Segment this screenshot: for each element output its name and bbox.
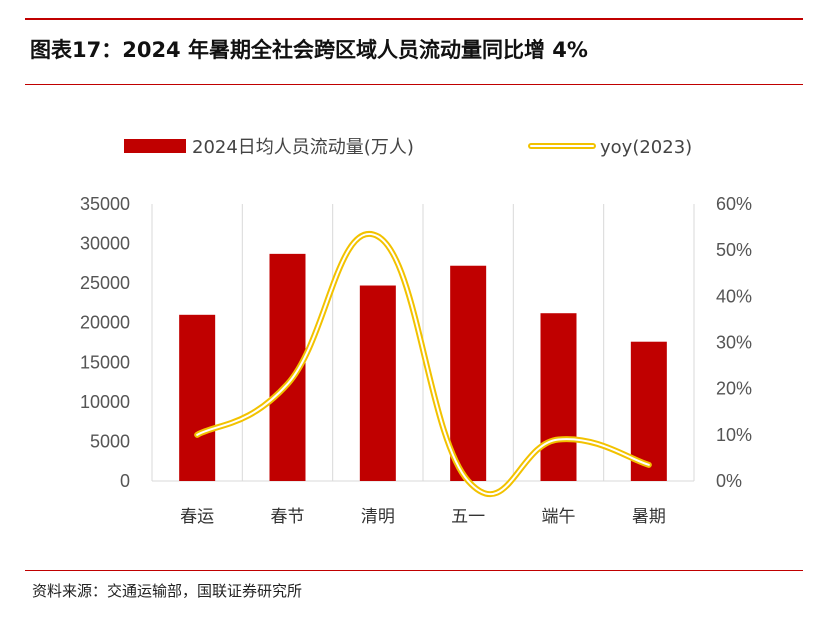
legend-swatch-bar xyxy=(124,139,186,153)
y-left-tick-label: 15000 xyxy=(80,352,130,372)
x-tick-label: 端午 xyxy=(542,507,576,527)
y-left-tick-label: 5000 xyxy=(90,431,130,451)
source-note: 资料来源：交通运输部，国联证券研究所 xyxy=(32,582,303,600)
y-right-tick-label: 0% xyxy=(716,471,742,491)
y-left-tick-label: 30000 xyxy=(80,234,130,254)
y-left-tick-label: 20000 xyxy=(80,313,130,333)
x-tick-label: 春节 xyxy=(271,507,305,527)
figure-title: 图表17：2024 年暑期全社会跨区域人员流动量同比增 4% xyxy=(30,38,588,62)
bar xyxy=(450,265,487,481)
y-right-tick-label: 10% xyxy=(716,425,752,445)
y-right-tick-label: 30% xyxy=(716,333,752,353)
bar xyxy=(359,285,396,481)
y-left-tick-label: 25000 xyxy=(80,273,130,293)
x-tick-label: 暑期 xyxy=(632,507,666,527)
bar xyxy=(179,314,216,481)
y-left-tick-label: 0 xyxy=(120,471,130,491)
title-rule xyxy=(25,84,803,85)
x-tick-label: 春运 xyxy=(180,507,214,527)
legend-label-line: yoy(2023) xyxy=(600,137,692,158)
y-right-tick-label: 60% xyxy=(716,194,752,214)
x-tick-label: 五一 xyxy=(451,507,485,527)
yoy-series-line-inner xyxy=(196,232,650,496)
source-rule xyxy=(25,570,803,571)
y-left-tick-label: 10000 xyxy=(80,392,130,412)
y-right-tick-label: 20% xyxy=(716,379,752,399)
legend-label-bar: 2024日均人员流动量(万人) xyxy=(192,137,414,158)
chart: 0 5000 10000 15000 20000 25000 30000 35000 0% 10%… xyxy=(80,137,752,527)
y-right-tick-label: 50% xyxy=(716,240,752,260)
bar xyxy=(540,313,577,481)
y-right-tick-label: 40% xyxy=(716,286,752,306)
x-tick-label: 清明 xyxy=(361,507,395,527)
y-left-tick-label: 35000 xyxy=(80,194,130,214)
top-rule xyxy=(25,18,803,20)
